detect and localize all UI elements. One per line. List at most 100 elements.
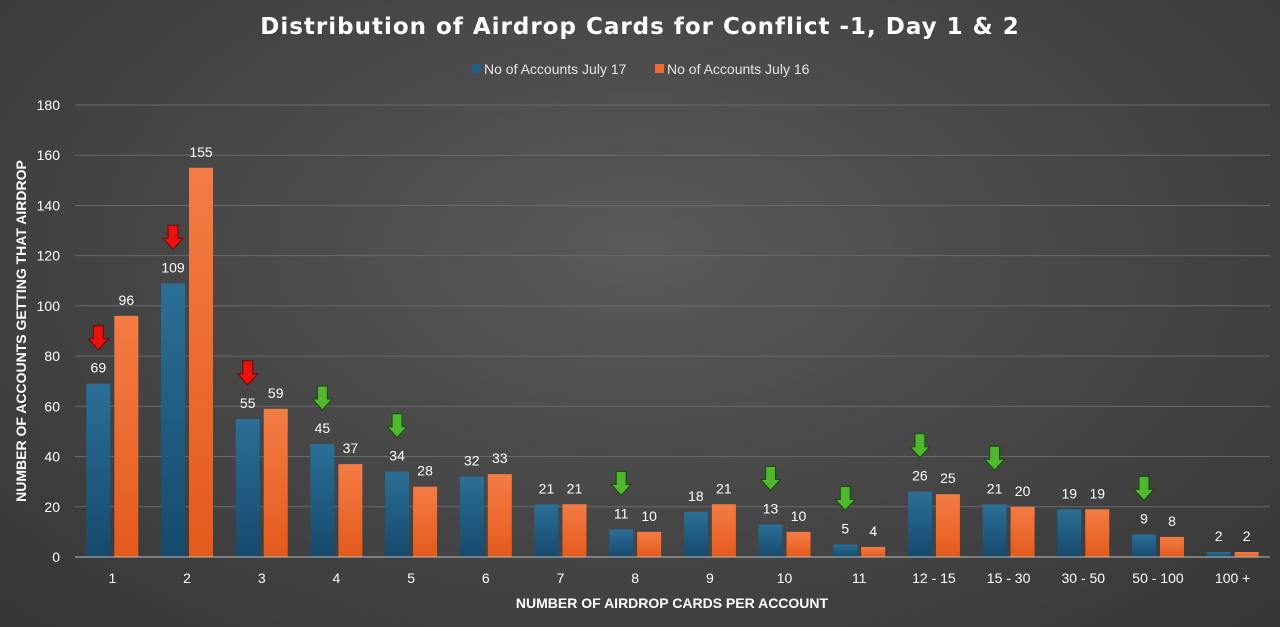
- arrow-down-icon: [759, 465, 782, 492]
- data-label: 21: [567, 480, 583, 496]
- data-label: 18: [688, 488, 704, 504]
- bar-series-1: [161, 283, 186, 557]
- y-tick-label: 160: [37, 147, 61, 163]
- data-label: 9: [1140, 510, 1148, 526]
- y-tick-label: 0: [52, 549, 60, 565]
- data-label: 25: [940, 470, 956, 486]
- legend-label: No of Accounts July 16: [667, 61, 810, 77]
- data-label: 10: [641, 508, 657, 524]
- x-tick-label: 9: [706, 570, 714, 586]
- data-label: 10: [791, 508, 807, 524]
- data-label: 2: [1215, 528, 1223, 544]
- data-label: 20: [1015, 483, 1031, 499]
- bar-series-1: [907, 491, 932, 557]
- bar-series-2: [786, 531, 811, 557]
- data-label: 28: [417, 463, 433, 479]
- data-label: 34: [389, 448, 405, 464]
- data-label: 55: [240, 395, 256, 411]
- chart-title: Distribution of Airdrop Cards for Confli…: [260, 14, 1020, 40]
- y-axis-ticks: 0 20 40 60 80 100 120 140 160 180: [37, 97, 61, 565]
- data-label: 5: [841, 520, 849, 536]
- y-tick-label: 140: [37, 197, 61, 213]
- legend-swatch: [655, 64, 664, 73]
- x-tick-label: 8: [631, 570, 639, 586]
- bar-series-1: [609, 529, 634, 557]
- bar-series-1: [1131, 534, 1156, 557]
- y-tick-label: 80: [44, 348, 60, 364]
- y-tick-label: 20: [44, 499, 60, 515]
- bar-series-2: [637, 531, 662, 557]
- arrow-down-icon: [86, 325, 110, 351]
- arrow-down-icon: [609, 470, 633, 497]
- legend-label: No of Accounts July 17: [484, 61, 627, 77]
- bar-series-2: [1234, 551, 1259, 557]
- bar-series-2: [114, 315, 139, 557]
- arrow-down-icon: [311, 385, 334, 411]
- bar-series-1: [534, 504, 559, 557]
- data-label: 19: [1061, 485, 1077, 501]
- bar-series-1: [235, 418, 260, 557]
- x-tick-label: 11: [852, 570, 867, 586]
- y-axis-title: NUMBER OF ACCOUNTS GETTING THAT AIRDROP: [13, 160, 29, 502]
- arrow-down-icon: [236, 360, 260, 386]
- bar-series-1: [385, 471, 410, 557]
- arrow-down-icon: [385, 413, 409, 439]
- x-tick-label: 50 - 100: [1132, 570, 1184, 586]
- arrow-down-icon: [833, 485, 857, 512]
- x-tick-label: 30 - 50: [1061, 570, 1105, 586]
- data-label: 32: [464, 453, 480, 469]
- bar-series-2: [711, 504, 736, 557]
- arrow-annotations: [86, 224, 1156, 512]
- bar-series-2: [1085, 509, 1110, 557]
- data-label: 21: [716, 480, 732, 496]
- x-axis-ticks: 1 2 3 4 5 6 7 8 9 10 11 12 - 15 15 - 30 30 - 50 50 - 1…: [108, 570, 1250, 586]
- data-label: 33: [492, 450, 508, 466]
- data-label: 4: [869, 523, 877, 539]
- bar-series-2: [263, 408, 288, 557]
- data-label: 13: [763, 500, 779, 516]
- arrow-down-icon: [983, 445, 1006, 472]
- data-label: 21: [539, 480, 555, 496]
- x-tick-label: 10: [777, 570, 793, 586]
- bar-series-1: [683, 511, 708, 557]
- legend-swatch: [472, 64, 481, 73]
- arrow-down-icon: [908, 433, 932, 459]
- bar-series-1: [310, 444, 335, 557]
- data-label: 11: [614, 505, 629, 521]
- data-label: 21: [987, 480, 1003, 496]
- x-tick-label: 4: [333, 570, 341, 586]
- bar-series-2: [562, 504, 587, 557]
- y-tick-label: 180: [37, 97, 61, 113]
- data-label: 59: [268, 385, 284, 401]
- data-label: 2: [1243, 528, 1251, 544]
- data-label: 96: [119, 292, 135, 308]
- data-label: 19: [1089, 485, 1105, 501]
- arrow-down-icon: [1132, 475, 1156, 502]
- y-tick-label: 120: [37, 248, 61, 264]
- x-tick-label: 6: [482, 570, 490, 586]
- y-tick-label: 60: [44, 398, 60, 414]
- bar-series-2: [1159, 536, 1184, 557]
- bar-series-1: [459, 476, 484, 557]
- bar-series-2: [487, 474, 512, 557]
- x-tick-label: 12 - 15: [912, 570, 956, 586]
- bars: [86, 167, 1259, 557]
- bar-series-2: [935, 494, 960, 557]
- bar-series-1: [1057, 509, 1082, 557]
- x-tick-label: 100 +: [1215, 570, 1250, 586]
- x-tick-label: 5: [407, 570, 415, 586]
- x-axis-title: NUMBER OF AIRDROP CARDS PER ACCOUNT: [516, 595, 829, 611]
- x-tick-label: 1: [108, 570, 116, 586]
- bar-series-2: [1010, 506, 1035, 557]
- data-label: 109: [161, 259, 185, 275]
- x-tick-label: 2: [183, 570, 191, 586]
- bar-series-2: [861, 546, 886, 557]
- data-label: 37: [343, 440, 359, 456]
- data-label: 69: [91, 360, 107, 376]
- bar-series-1: [833, 544, 858, 557]
- bar-series-2: [413, 486, 438, 557]
- bar-series-2: [189, 167, 214, 557]
